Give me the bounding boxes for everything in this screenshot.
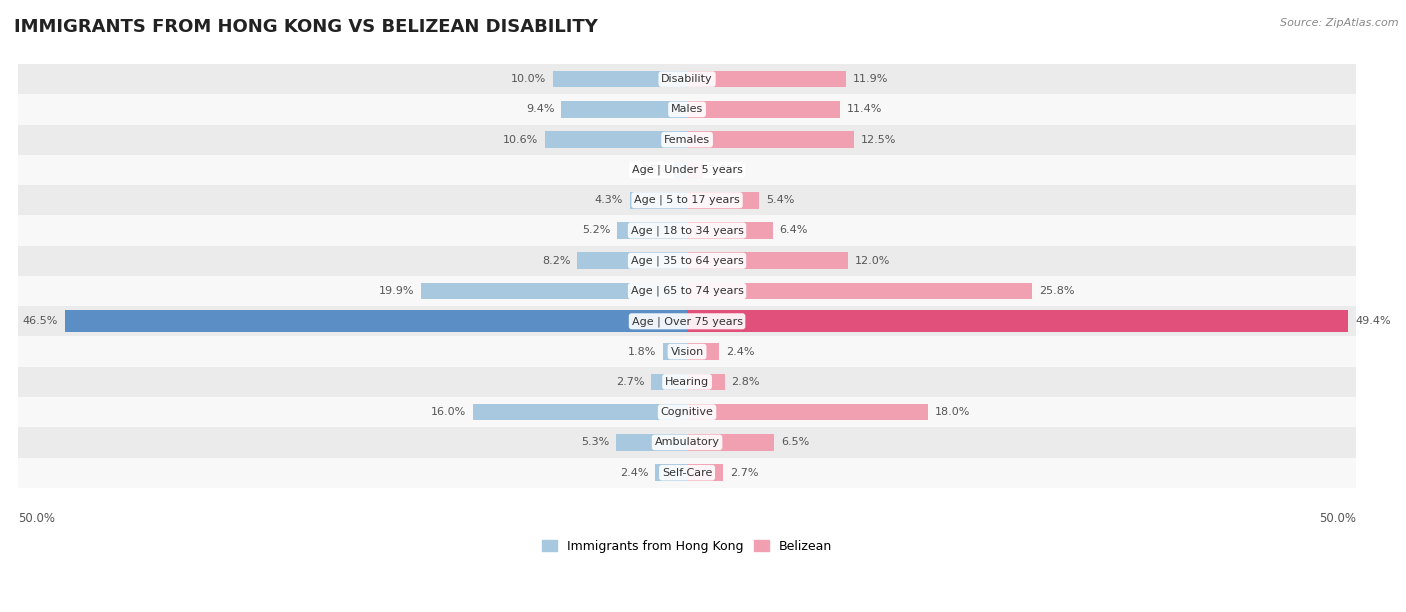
Text: 19.9%: 19.9% — [378, 286, 413, 296]
Text: Source: ZipAtlas.com: Source: ZipAtlas.com — [1281, 18, 1399, 28]
Text: Cognitive: Cognitive — [661, 407, 713, 417]
Text: 18.0%: 18.0% — [935, 407, 970, 417]
Text: 25.8%: 25.8% — [1039, 286, 1074, 296]
Bar — [472, 404, 688, 420]
Text: 49.4%: 49.4% — [1355, 316, 1391, 326]
Bar — [561, 101, 688, 118]
Bar — [675, 162, 688, 178]
Text: 10.0%: 10.0% — [512, 74, 547, 84]
Bar — [420, 283, 688, 299]
Text: 4.3%: 4.3% — [595, 195, 623, 205]
Bar — [18, 155, 1357, 185]
Bar — [688, 132, 855, 148]
Text: 46.5%: 46.5% — [22, 316, 58, 326]
Text: 6.5%: 6.5% — [780, 438, 808, 447]
Bar — [18, 185, 1357, 215]
Bar — [655, 465, 688, 481]
Bar — [18, 337, 1357, 367]
Text: Age | Over 75 years: Age | Over 75 years — [631, 316, 742, 327]
Bar — [18, 306, 1357, 337]
Bar — [651, 373, 688, 390]
Bar — [688, 283, 1032, 299]
Bar — [18, 458, 1357, 488]
Bar — [65, 310, 688, 332]
Text: 10.6%: 10.6% — [503, 135, 538, 144]
Bar — [18, 276, 1357, 306]
Text: 5.2%: 5.2% — [582, 225, 610, 236]
Text: Disability: Disability — [661, 74, 713, 84]
Bar — [578, 252, 688, 269]
Bar — [688, 343, 720, 360]
Text: 12.0%: 12.0% — [855, 256, 890, 266]
Bar — [688, 101, 839, 118]
Text: 2.4%: 2.4% — [725, 346, 755, 357]
Text: 11.4%: 11.4% — [846, 105, 882, 114]
Bar — [688, 465, 723, 481]
Text: 12.5%: 12.5% — [860, 135, 897, 144]
Text: 2.4%: 2.4% — [620, 468, 648, 478]
Bar — [688, 404, 928, 420]
Bar — [688, 162, 703, 178]
Bar — [617, 222, 688, 239]
Bar — [553, 71, 688, 88]
Text: Age | 18 to 34 years: Age | 18 to 34 years — [631, 225, 744, 236]
Bar — [18, 124, 1357, 155]
Text: Age | Under 5 years: Age | Under 5 years — [631, 165, 742, 175]
Text: 5.4%: 5.4% — [766, 195, 794, 205]
Bar — [616, 434, 688, 451]
Text: Males: Males — [671, 105, 703, 114]
Text: Females: Females — [664, 135, 710, 144]
Text: 2.7%: 2.7% — [730, 468, 758, 478]
Text: 11.9%: 11.9% — [853, 74, 889, 84]
Text: Self-Care: Self-Care — [662, 468, 713, 478]
Text: Age | 65 to 74 years: Age | 65 to 74 years — [631, 286, 744, 296]
Bar — [630, 192, 688, 209]
Bar — [18, 367, 1357, 397]
Bar — [688, 71, 846, 88]
Text: IMMIGRANTS FROM HONG KONG VS BELIZEAN DISABILITY: IMMIGRANTS FROM HONG KONG VS BELIZEAN DI… — [14, 18, 598, 36]
Text: 5.3%: 5.3% — [581, 438, 609, 447]
Bar — [688, 373, 724, 390]
Bar — [18, 397, 1357, 427]
Bar — [18, 94, 1357, 124]
Text: 16.0%: 16.0% — [430, 407, 467, 417]
Legend: Immigrants from Hong Kong, Belizean: Immigrants from Hong Kong, Belizean — [537, 535, 837, 558]
Bar — [18, 427, 1357, 458]
Text: Ambulatory: Ambulatory — [655, 438, 720, 447]
Bar — [688, 192, 759, 209]
Text: Age | 5 to 17 years: Age | 5 to 17 years — [634, 195, 740, 206]
Bar — [688, 434, 775, 451]
Bar — [688, 252, 848, 269]
Text: Hearing: Hearing — [665, 377, 709, 387]
Text: 1.2%: 1.2% — [710, 165, 738, 175]
Bar — [688, 222, 773, 239]
Bar — [688, 310, 1348, 332]
Text: 9.4%: 9.4% — [526, 105, 554, 114]
Bar — [546, 132, 688, 148]
Text: 8.2%: 8.2% — [543, 256, 571, 266]
Text: 50.0%: 50.0% — [1319, 512, 1357, 525]
Bar — [18, 64, 1357, 94]
Bar — [664, 343, 688, 360]
Text: 2.7%: 2.7% — [616, 377, 644, 387]
Text: Vision: Vision — [671, 346, 703, 357]
Text: 50.0%: 50.0% — [18, 512, 55, 525]
Text: 6.4%: 6.4% — [779, 225, 808, 236]
Text: 1.8%: 1.8% — [628, 346, 657, 357]
Bar — [18, 245, 1357, 276]
Bar — [18, 215, 1357, 245]
Text: 2.8%: 2.8% — [731, 377, 759, 387]
Text: 0.95%: 0.95% — [633, 165, 668, 175]
Text: Age | 35 to 64 years: Age | 35 to 64 years — [631, 255, 744, 266]
